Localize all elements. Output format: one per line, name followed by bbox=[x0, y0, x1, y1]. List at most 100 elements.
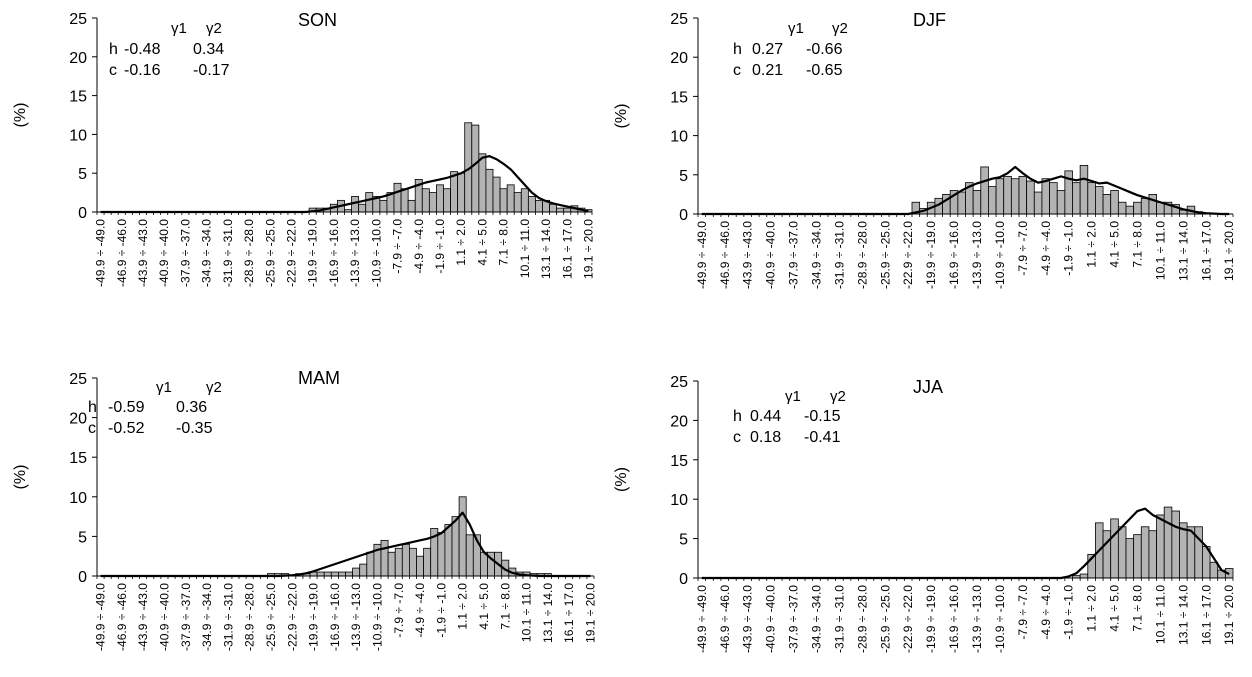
x-tick-label: -31.9 ÷ -31.0 bbox=[221, 219, 235, 287]
histogram-bar bbox=[400, 188, 409, 213]
histogram-bar bbox=[408, 547, 417, 577]
x-tick-label: 7.1 ÷ 8.0 bbox=[1130, 221, 1144, 268]
x-tick-label: 16.1 ÷ 17.0 bbox=[560, 219, 574, 279]
y-tick-label: 10 bbox=[69, 127, 87, 144]
histogram-bar bbox=[995, 178, 1005, 215]
stats-row-h-gamma1: -0.59 bbox=[108, 399, 145, 416]
x-tick-label: -34.9 ÷ -34.0 bbox=[200, 583, 214, 651]
x-tick-label: 13.1 ÷ 14.0 bbox=[539, 219, 553, 279]
histogram-bar bbox=[485, 168, 494, 213]
x-tick-label: -46.9 ÷ -46.0 bbox=[718, 221, 732, 289]
y-tick-label: 15 bbox=[670, 453, 688, 470]
chart-panel-djf: (%) DJF γ1 γ2 h 0.27 -0.66 c 0.21 -0.65 … bbox=[613, 10, 1236, 289]
histogram-bar bbox=[365, 192, 374, 213]
histogram-bar bbox=[957, 191, 966, 215]
x-tick-label: -1.9 ÷ -1.0 bbox=[434, 583, 448, 638]
stats-row-c-label: c bbox=[88, 420, 96, 437]
y-tick-label: 0 bbox=[78, 569, 87, 586]
histogram-bar bbox=[458, 496, 467, 577]
x-tick-label: -4.9 ÷ -4.0 bbox=[1039, 221, 1053, 276]
gamma2-header: γ2 bbox=[832, 20, 848, 37]
stats-row-h-gamma2: -0.66 bbox=[806, 41, 843, 58]
x-tick-label: -49.9 ÷ -49.0 bbox=[695, 585, 709, 653]
histogram-bar bbox=[513, 192, 522, 213]
y-tick-label: 0 bbox=[78, 205, 87, 222]
histogram-bar bbox=[1102, 193, 1112, 215]
x-tick-label: 13.1 ÷ 14.0 bbox=[1176, 585, 1190, 645]
x-tick-label: 13.1 ÷ 14.0 bbox=[541, 583, 555, 643]
histogram-bar bbox=[366, 551, 375, 577]
x-tick-label: -49.9 ÷ -49.0 bbox=[695, 221, 709, 289]
x-tick-label: 19.1 ÷ 20.0 bbox=[1222, 221, 1236, 281]
y-axis-label: (%) bbox=[613, 467, 630, 492]
x-tick-label: 1.1 ÷ 2.0 bbox=[456, 583, 470, 630]
x-tick-label: -31.9 ÷ -31.0 bbox=[832, 221, 846, 289]
histogram-bar bbox=[1095, 186, 1104, 215]
x-tick-label: 19.1 ÷ 20.0 bbox=[583, 583, 597, 643]
histogram-bar bbox=[387, 551, 396, 577]
histogram-bar bbox=[1056, 190, 1066, 215]
histogram-bar bbox=[1110, 518, 1119, 579]
x-tick-label: 16.1 ÷ 17.0 bbox=[1199, 221, 1213, 281]
y-axis-label: (%) bbox=[12, 103, 29, 128]
x-tick-label: -49.9 ÷ -49.0 bbox=[94, 583, 108, 651]
gamma2-header: γ2 bbox=[206, 20, 222, 37]
y-tick-label: 20 bbox=[670, 50, 688, 67]
histogram-bar bbox=[1026, 180, 1035, 215]
histogram-bar bbox=[1179, 522, 1188, 579]
x-tick-label: -37.9 ÷ -37.0 bbox=[787, 585, 801, 653]
stats-row-h-label: h bbox=[109, 41, 118, 58]
x-tick-label: -16.9 ÷ -16.0 bbox=[327, 219, 341, 287]
histogram-bar bbox=[478, 153, 487, 213]
histogram-bar bbox=[323, 571, 332, 577]
histogram-bar bbox=[359, 563, 368, 577]
x-tick-label: -31.9 ÷ -31.0 bbox=[832, 585, 846, 653]
plot-area: 0 5 10 15 20 25 -49.9 ÷ -49.0 -46.9 ÷ -46.0 -43.… bbox=[670, 11, 1236, 289]
histogram-bar bbox=[352, 567, 361, 577]
x-tick-label: -28.9 ÷ -28.0 bbox=[242, 219, 256, 287]
y-tick-label: 10 bbox=[670, 129, 688, 146]
y-tick-label: 15 bbox=[670, 89, 688, 106]
x-tick-label: 10.1 ÷ 11.0 bbox=[1153, 585, 1167, 644]
x-tick-label: -13.9 ÷ -13.0 bbox=[970, 221, 984, 289]
x-tick-label: -25.9 ÷ -25.0 bbox=[264, 583, 278, 651]
y-tick-label: 20 bbox=[670, 413, 688, 430]
x-tick-label: -37.9 ÷ -37.0 bbox=[178, 219, 192, 287]
skew-kurtosis-table: γ1 γ2 h -0.48 0.34 c -0.16 -0.17 bbox=[109, 20, 230, 79]
x-tick-label: 7.1 ÷ 8.0 bbox=[498, 583, 512, 630]
x-tick-label: 19.1 ÷ 20.0 bbox=[581, 219, 595, 279]
histogram-bar bbox=[393, 182, 402, 213]
histogram-bar bbox=[1140, 197, 1150, 215]
gamma1-header: γ1 bbox=[171, 20, 187, 37]
chart-panel-son: (%) SON γ1 γ2 h -0.48 0.34 c -0.16 -0.17… bbox=[12, 10, 595, 287]
histogram-bar bbox=[506, 184, 515, 213]
skew-kurtosis-table: γ1 γ2 h 0.44 -0.15 c 0.18 -0.41 bbox=[733, 388, 846, 446]
histogram-bar bbox=[1171, 510, 1180, 579]
x-tick-label: -22.9 ÷ -22.0 bbox=[284, 219, 298, 287]
chart-title: MAM bbox=[298, 368, 340, 388]
chart-title: DJF bbox=[913, 10, 946, 30]
x-tick-label: -40.9 ÷ -40.0 bbox=[764, 585, 778, 653]
x-tick-label: -37.9 ÷ -37.0 bbox=[179, 583, 193, 651]
histogram-bar bbox=[450, 171, 459, 213]
x-tick-label: 10.1 ÷ 11.0 bbox=[1153, 221, 1167, 280]
histogram-bar bbox=[988, 186, 997, 215]
x-tick-label: -4.9 ÷ -4.0 bbox=[412, 219, 426, 274]
stats-row-c-gamma1: -0.52 bbox=[108, 420, 145, 437]
histogram-bar bbox=[421, 188, 430, 213]
y-tick-label: 10 bbox=[670, 492, 688, 509]
x-tick-label: -49.9 ÷ -49.0 bbox=[94, 219, 108, 287]
y-tick-label: 10 bbox=[69, 490, 87, 507]
histogram-bar bbox=[465, 534, 474, 577]
histogram-bar bbox=[1003, 175, 1012, 215]
y-axis-label: (%) bbox=[12, 465, 29, 490]
stats-row-c-gamma1: -0.16 bbox=[124, 62, 161, 79]
x-tick-label: -40.9 ÷ -40.0 bbox=[157, 583, 171, 651]
histogram-bar bbox=[428, 192, 437, 213]
plot-area: 0 5 10 15 20 25 -49.9 ÷ -49.0 -46.9 ÷ -46.0 -43.… bbox=[69, 11, 595, 287]
histogram-bar bbox=[1033, 191, 1043, 215]
chart-panel-jja: (%) JJA γ1 γ2 h 0.44 -0.15 c 0.18 -0.41 … bbox=[613, 374, 1236, 653]
x-tick-label: -22.9 ÷ -22.0 bbox=[285, 583, 299, 651]
x-tick-label: 1.1 ÷ 2.0 bbox=[454, 219, 468, 266]
x-tick-label: -25.9 ÷ -25.0 bbox=[878, 221, 892, 289]
